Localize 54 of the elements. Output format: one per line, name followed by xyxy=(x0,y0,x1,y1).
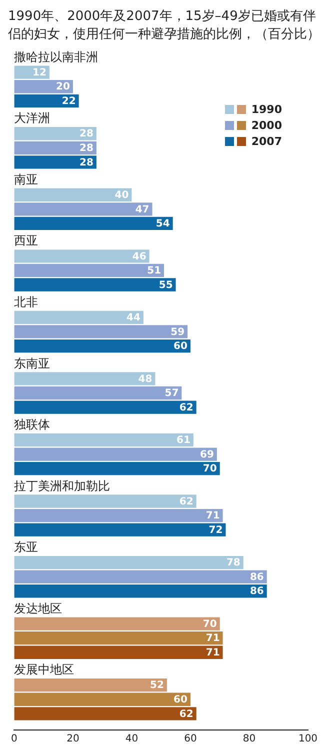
x-tick-label: 0 xyxy=(10,734,18,745)
data-label: 44 xyxy=(126,312,140,324)
data-label: 71 xyxy=(206,510,220,522)
data-label: 54 xyxy=(156,218,170,230)
chart-title: 1990年、2000年及2007年，15岁–49岁已婚或有伴侣的妇女，使用任何一种避孕措施的比例，（百分比） xyxy=(8,8,321,44)
data-label: 22 xyxy=(62,96,76,108)
x-tick-label: 40 xyxy=(125,734,138,745)
x-tick-label: 20 xyxy=(66,734,80,745)
y-tick-label: 发达地区 xyxy=(14,601,62,616)
y-tick-label: 北非 xyxy=(14,294,38,309)
y-tick-label: 拉丁美洲和加勒比 xyxy=(14,478,110,493)
data-label: 69 xyxy=(200,449,214,460)
data-label: 52 xyxy=(150,680,164,692)
legend-label: 2000 xyxy=(251,119,282,132)
data-label: 86 xyxy=(250,586,264,598)
legend-label: 1990 xyxy=(251,103,282,116)
y-tick-label: 撒哈拉以南非洲 xyxy=(14,50,98,64)
y-tick-label: 大洋洲 xyxy=(14,111,50,126)
x-tick-label: 100 xyxy=(298,734,318,745)
data-label: 55 xyxy=(158,280,173,291)
data-label: 12 xyxy=(32,67,46,78)
data-label: 28 xyxy=(80,157,94,168)
data-label: 51 xyxy=(147,266,162,277)
data-label: 47 xyxy=(135,204,150,216)
data-label: 71 xyxy=(206,647,220,658)
data-label: 62 xyxy=(179,402,194,414)
x-tick-label: 80 xyxy=(242,734,256,745)
data-label: 62 xyxy=(179,496,194,508)
data-label: 70 xyxy=(202,618,217,630)
data-label: 20 xyxy=(56,82,70,93)
y-tick-label: 东南亚 xyxy=(14,356,50,370)
data-label: 48 xyxy=(138,374,152,385)
data-label: 86 xyxy=(250,572,264,583)
data-label: 78 xyxy=(226,558,240,569)
data-label: 60 xyxy=(174,341,188,352)
x-tick-label: 60 xyxy=(184,734,197,745)
data-label: 61 xyxy=(176,435,190,446)
data-label: 40 xyxy=(114,190,129,201)
y-tick-label: 发展中地区 xyxy=(14,662,74,677)
y-tick-label: 西亚 xyxy=(14,234,38,248)
y-tick-label: 独联体 xyxy=(14,418,50,432)
data-label: 70 xyxy=(202,464,217,475)
data-label: 46 xyxy=(132,251,146,262)
data-label: 28 xyxy=(80,128,94,140)
legend-label: 2007 xyxy=(251,135,282,148)
data-label: 60 xyxy=(174,694,188,706)
data-label: 59 xyxy=(170,326,185,338)
data-label: 57 xyxy=(164,388,179,400)
y-tick-label: 南亚 xyxy=(14,172,38,186)
data-label: 72 xyxy=(208,524,223,536)
y-tick-label: 东亚 xyxy=(14,540,38,554)
data-label: 28 xyxy=(80,143,94,154)
data-label: 71 xyxy=(206,633,220,644)
data-label: 62 xyxy=(179,708,194,720)
